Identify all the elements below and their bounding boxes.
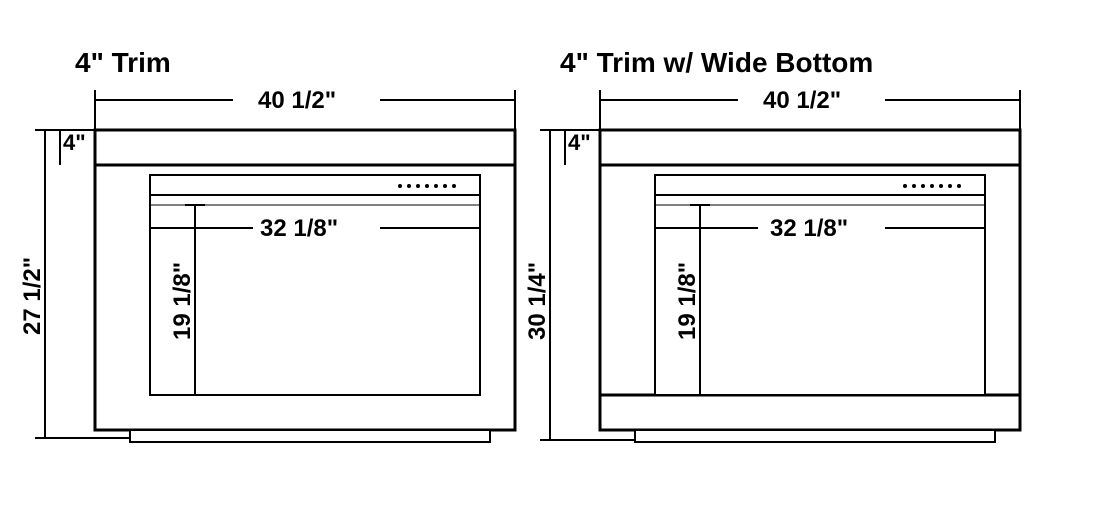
control-dot: [957, 184, 961, 188]
left-foot: [130, 430, 490, 442]
left-dim-inner-height-label: 19 1/8": [169, 262, 196, 340]
control-dot: [930, 184, 934, 188]
dimension-diagram-svg: 4" Trim 40 1/2": [0, 0, 1111, 505]
left-dim-four: 4": [60, 130, 95, 165]
control-dot: [425, 184, 429, 188]
right-foot: [635, 430, 995, 442]
control-dot: [434, 184, 438, 188]
left-inset: [150, 175, 480, 395]
right-inset: [655, 175, 985, 395]
left-dim-outer-height-label: 27 1/2": [19, 257, 46, 335]
right-top-trim: [600, 130, 1020, 165]
right-dim-top-width-label: 40 1/2": [763, 87, 841, 114]
right-dim-four: 4": [565, 130, 600, 165]
control-dot: [912, 184, 916, 188]
control-dot: [939, 184, 943, 188]
diagram-right: 4" Trim w/ Wide Bottom 40 1/2": [524, 47, 1020, 442]
page: 4" Trim 40 1/2": [0, 0, 1111, 505]
left-dim-top-width-label: 40 1/2": [258, 87, 336, 114]
control-dot: [921, 184, 925, 188]
right-dim-top-width: 40 1/2": [600, 87, 1020, 130]
control-dot: [443, 184, 447, 188]
control-dot: [398, 184, 402, 188]
control-dot: [416, 184, 420, 188]
left-top-trim: [95, 130, 515, 165]
control-dot: [948, 184, 952, 188]
right-dim-inner-width-label: 32 1/8": [770, 215, 848, 242]
left-title: 4" Trim: [75, 47, 171, 78]
right-title: 4" Trim w/ Wide Bottom: [560, 47, 873, 78]
right-dim-four-label: 4": [568, 130, 591, 155]
right-dim-inner-height-label: 19 1/8": [674, 262, 701, 340]
diagram-left: 4" Trim 40 1/2": [19, 47, 515, 442]
right-dim-outer-height-label: 30 1/4": [524, 262, 551, 340]
control-dot: [407, 184, 411, 188]
control-dot: [452, 184, 456, 188]
control-dot: [903, 184, 907, 188]
left-dim-top-width: 40 1/2": [95, 87, 515, 130]
right-bottom-trim: [600, 395, 1020, 430]
left-dim-inner-width-label: 32 1/8": [260, 215, 338, 242]
left-dim-four-label: 4": [63, 130, 86, 155]
